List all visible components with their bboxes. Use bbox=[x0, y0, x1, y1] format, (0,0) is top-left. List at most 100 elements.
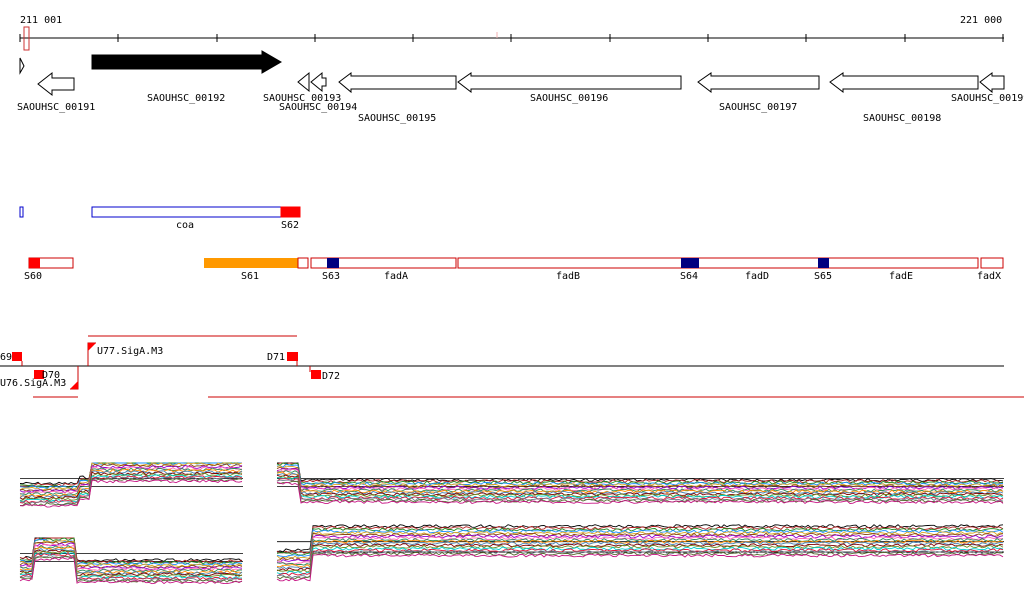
feature-marker-D71[interactable] bbox=[287, 352, 298, 361]
expression-panel-bottom-left bbox=[19, 537, 243, 585]
expression-profile-line bbox=[19, 537, 242, 565]
ruler-track: 211 001 221 000 bbox=[19, 15, 1004, 51]
expression-profile-line bbox=[19, 555, 243, 583]
expression-profile-line bbox=[19, 462, 243, 491]
ruler-end-label: 221 000 bbox=[960, 15, 1002, 26]
gene-arrow-SAOUHSC_00195[interactable] bbox=[338, 72, 457, 94]
expression-profile-line bbox=[277, 477, 1004, 499]
expression-profile-line bbox=[276, 531, 1004, 560]
expression-panel-top-left bbox=[19, 462, 243, 508]
segment-label-S62: S62 bbox=[281, 220, 299, 231]
expression-panel-top-right bbox=[276, 462, 1004, 505]
segment-label-S65: S65 bbox=[814, 271, 832, 282]
expression-profile-line bbox=[276, 467, 1004, 490]
segment-label-S61: S61 bbox=[241, 271, 259, 282]
expression-profile-line bbox=[276, 551, 1004, 580]
gene-label-SAOUHSC_00199: SAOUHSC_00199 bbox=[951, 93, 1024, 104]
expression-profile-line bbox=[276, 553, 1004, 582]
feature-flag-U76[interactable] bbox=[70, 381, 78, 389]
expression-profile-line bbox=[276, 546, 1004, 575]
expression-profile-line bbox=[276, 529, 1004, 558]
gene-partial-arrow[interactable] bbox=[19, 57, 25, 75]
expression-profile-line bbox=[19, 545, 243, 573]
expression-profile-line bbox=[276, 462, 1004, 485]
gene-track: SAOUHSC_00191 SAOUHSC_00192 SAOUHSC_0019… bbox=[17, 50, 1024, 124]
segment-S61[interactable] bbox=[204, 258, 298, 268]
expression-profile-line bbox=[276, 481, 1004, 505]
expression-profile-line bbox=[276, 466, 1004, 489]
segment-marker-small[interactable] bbox=[19, 206, 24, 218]
feature-marker-D72[interactable] bbox=[311, 370, 321, 379]
feature-label-D71: D71 bbox=[267, 352, 285, 363]
gene-arrow-SAOUHSC_00192[interactable] bbox=[91, 50, 282, 74]
expression-profile-line bbox=[19, 472, 243, 502]
segment-S60[interactable] bbox=[29, 258, 40, 268]
segment-coa[interactable] bbox=[91, 206, 282, 218]
expression-profile-line bbox=[19, 546, 243, 574]
gene-arrow-SAOUHSC_00197[interactable] bbox=[697, 72, 820, 94]
segment-S64[interactable] bbox=[681, 258, 699, 268]
expression-profile-line bbox=[19, 466, 242, 495]
segment-fadB-fadE[interactable] bbox=[457, 257, 979, 269]
gene-arrow-SAOUHSC_00194[interactable] bbox=[310, 71, 327, 93]
gene-label-SAOUHSC_00197: SAOUHSC_00197 bbox=[719, 102, 797, 113]
feature-label-U76: U76.SigA.M3 bbox=[0, 378, 66, 389]
feature-marker-D70[interactable] bbox=[34, 370, 44, 379]
segment-S65[interactable] bbox=[818, 258, 829, 268]
segment-fadX[interactable] bbox=[980, 257, 1004, 269]
ruler-position-marker[interactable] bbox=[23, 26, 30, 51]
segment-label-S63: S63 bbox=[322, 271, 340, 282]
expression-profile-line bbox=[19, 541, 243, 569]
expression-panel-bottom-right bbox=[276, 524, 1004, 582]
expression-profile-line bbox=[19, 543, 243, 572]
expression-track bbox=[19, 462, 1004, 585]
segment-label-S60: S60 bbox=[24, 271, 42, 282]
expression-profile-line bbox=[276, 480, 1004, 503]
segment-label-fadX: fadX bbox=[977, 271, 1001, 282]
feature-marker-69[interactable] bbox=[12, 352, 22, 361]
expression-profile-line bbox=[19, 468, 243, 497]
expression-profile-line bbox=[19, 470, 243, 499]
expression-profile-line bbox=[19, 556, 243, 585]
segment-S61-tail[interactable] bbox=[297, 257, 309, 269]
expression-profile-line bbox=[276, 524, 1004, 553]
expression-profile-line bbox=[276, 525, 1004, 554]
expression-profile-line bbox=[276, 532, 1004, 562]
gene-arrow-SAOUHSC_00199[interactable] bbox=[979, 72, 1005, 94]
gene-arrow-SAOUHSC_00193[interactable] bbox=[297, 71, 310, 93]
expression-profile-line bbox=[276, 527, 1004, 556]
expression-profile-line bbox=[19, 467, 243, 496]
ruler-ticks bbox=[19, 34, 1004, 42]
segment-label-coa: coa bbox=[176, 220, 194, 231]
segment-fadA[interactable] bbox=[310, 257, 457, 269]
expression-profile-line bbox=[276, 534, 1004, 563]
gene-label-SAOUHSC_00194: SAOUHSC_00194 bbox=[279, 102, 357, 113]
segment-label-fadD: fadD bbox=[745, 271, 769, 282]
gene-arrow-SAOUHSC_00196[interactable] bbox=[457, 72, 682, 94]
ruler-start-label: 211 001 bbox=[20, 15, 62, 26]
expression-profile-line bbox=[276, 470, 1004, 493]
feature-label-69: 69 bbox=[0, 352, 12, 363]
segment-S63[interactable] bbox=[327, 258, 339, 268]
gene-label-SAOUHSC_00196: SAOUHSC_00196 bbox=[530, 93, 608, 104]
gene-label-SAOUHSC_00195: SAOUHSC_00195 bbox=[358, 113, 436, 124]
gene-arrow-SAOUHSC_00198[interactable] bbox=[829, 72, 979, 94]
segment-label-fadE: fadE bbox=[889, 271, 913, 282]
gene-label-SAOUHSC_00198: SAOUHSC_00198 bbox=[863, 113, 941, 124]
expression-profile-line bbox=[19, 464, 243, 494]
expression-profile-line bbox=[19, 479, 243, 508]
feature-flag-U77[interactable] bbox=[88, 343, 96, 351]
segment-label-fadB: fadB bbox=[556, 271, 580, 282]
expression-profile-line bbox=[276, 543, 1004, 572]
gene-label-SAOUHSC_00192: SAOUHSC_00192 bbox=[147, 93, 225, 104]
feature-track: 69 D70 U76.SigA.M3 U77.SigA.M3 D71 D72 bbox=[0, 335, 1024, 398]
expression-profile-line bbox=[276, 465, 1004, 488]
gene-arrow-SAOUHSC_00191[interactable] bbox=[37, 71, 75, 97]
gene-label-SAOUHSC_00191: SAOUHSC_00191 bbox=[17, 102, 95, 113]
expression-profile-line bbox=[276, 548, 1004, 577]
segment-track-upper: coa S62 bbox=[19, 206, 301, 231]
segment-label-fadA: fadA bbox=[384, 271, 408, 282]
segment-S62[interactable] bbox=[280, 206, 301, 218]
feature-label-D72: D72 bbox=[322, 371, 340, 382]
expression-profile-line bbox=[19, 549, 243, 577]
